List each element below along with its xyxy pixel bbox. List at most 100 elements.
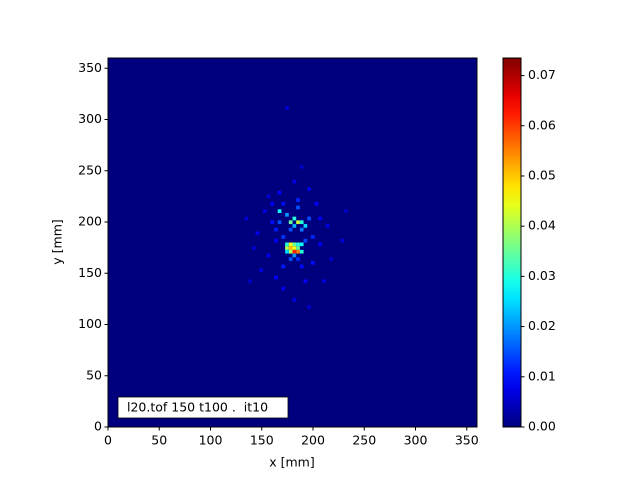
heatmap-cell xyxy=(292,179,297,184)
heatmap-cell xyxy=(244,216,249,221)
y-tick-label: 0 xyxy=(94,419,102,434)
heatmap xyxy=(244,105,348,309)
x-tick-label: 250 xyxy=(352,433,376,448)
heatmap-cell xyxy=(288,246,293,250)
colorbar-tick-label: 0.01 xyxy=(528,368,556,383)
heatmap-cell xyxy=(329,257,334,261)
heatmap-cell xyxy=(299,227,304,232)
heatmap-cell xyxy=(296,205,300,210)
heatmap-cell xyxy=(285,242,289,247)
heatmap-cell xyxy=(296,198,300,202)
y-tick-label: 250 xyxy=(78,162,102,177)
heatmap-cell xyxy=(248,279,252,284)
heatmap-cell xyxy=(296,249,300,254)
heatmap-cell xyxy=(251,246,256,250)
heatmap-cell xyxy=(292,216,297,221)
heatmap-cell xyxy=(281,286,286,291)
x-tick-label: 200 xyxy=(301,433,325,448)
heatmap-cell xyxy=(296,257,300,261)
heatmap-cell xyxy=(281,264,286,269)
heatmap-cell xyxy=(307,305,311,309)
heatmap-cell xyxy=(296,220,300,225)
heatmap-cell xyxy=(288,227,293,232)
heatmap-cell xyxy=(288,249,293,254)
colorbar-tick-label: 0.03 xyxy=(528,268,556,283)
colorbar xyxy=(502,57,522,428)
x-tick-label: 100 xyxy=(199,433,223,448)
heatmap-cell xyxy=(266,194,271,199)
heatmap-cell xyxy=(299,220,304,225)
heatmap-cell xyxy=(292,253,297,258)
heatmap-cell xyxy=(310,260,315,265)
heatmap-cell xyxy=(299,249,304,254)
heatmap-cell xyxy=(292,246,297,250)
heatmap-cell xyxy=(307,216,311,221)
heatmap-cell xyxy=(266,253,271,258)
heatmap-cell xyxy=(270,220,275,225)
heatmap-cell xyxy=(285,246,289,250)
heatmap-cell xyxy=(285,105,289,110)
x-tick-label: 300 xyxy=(404,433,428,448)
y-tick-label: 50 xyxy=(86,367,102,382)
colorbar-tick-label: 0.07 xyxy=(528,67,556,82)
heatmap-cell xyxy=(292,249,297,254)
colorbar-tick-label: 0.05 xyxy=(528,167,556,182)
heatmap-cell xyxy=(288,220,293,225)
heatmap-cell xyxy=(292,224,297,228)
heatmap-cell xyxy=(310,235,315,239)
heatmap-cell xyxy=(288,257,293,261)
heatmap-cell xyxy=(303,224,308,228)
colorbar-tick-label: 0.00 xyxy=(528,419,556,434)
heatmap-cell xyxy=(318,242,323,247)
heatmap-cell xyxy=(288,242,293,247)
heatmap-cell xyxy=(303,279,308,284)
heatmap-cell xyxy=(303,238,308,243)
colorbar-tick-label: 0.04 xyxy=(528,218,556,233)
colorbar-tick-label: 0.06 xyxy=(528,117,556,132)
heatmap-cell xyxy=(255,231,260,236)
y-tick-label: 300 xyxy=(78,111,102,126)
heatmap-cell xyxy=(340,238,345,243)
heatmap-cell xyxy=(277,190,282,195)
y-tick-label: 350 xyxy=(78,60,102,75)
heatmap-cell xyxy=(285,249,289,254)
x-tick-label: 50 xyxy=(151,433,167,448)
heatmap-cell xyxy=(299,242,304,247)
heatmap-cell xyxy=(262,209,267,213)
x-tick-label: 150 xyxy=(250,433,274,448)
x-tick-label: 350 xyxy=(455,433,479,448)
plot-frame xyxy=(107,57,478,428)
annotation: l20.tof 150 t100 . it10 xyxy=(127,400,268,415)
heatmap-cell xyxy=(322,279,326,284)
heatmap-cell xyxy=(344,209,348,213)
heatmap-cell xyxy=(274,275,278,280)
heatmap-cell xyxy=(314,201,319,206)
heatmap-cell xyxy=(277,209,282,213)
heatmap-cell xyxy=(270,201,275,206)
heatmap-cell xyxy=(274,238,278,243)
heatmap-cell xyxy=(296,242,300,247)
colorbar-tick-label: 0.02 xyxy=(528,318,556,333)
y-axis-label: y [mm] xyxy=(50,219,65,264)
y-tick-label: 100 xyxy=(78,316,102,331)
x-axis-label: x [mm] xyxy=(269,455,314,470)
annotation-box xyxy=(117,396,289,419)
heatmap-cell xyxy=(292,297,297,302)
heatmap-cell xyxy=(259,268,263,273)
heatmap-cell xyxy=(281,201,286,206)
heatmap-cell xyxy=(325,224,330,228)
heatmap-cell xyxy=(307,187,311,191)
y-tick-label: 200 xyxy=(78,214,102,229)
heatmap-cell xyxy=(299,264,304,269)
heatmap-cell xyxy=(281,235,286,239)
heatmap-cell xyxy=(318,216,323,221)
heatmap-cell xyxy=(285,212,289,217)
heatmap-cell xyxy=(277,220,282,225)
y-tick-label: 150 xyxy=(78,265,102,280)
heatmap-cell xyxy=(292,242,297,247)
heatmap-cell xyxy=(299,165,304,169)
heatmap-cell xyxy=(296,246,300,250)
x-tick-label: 0 xyxy=(104,433,112,448)
heatmap-cell xyxy=(274,227,278,232)
